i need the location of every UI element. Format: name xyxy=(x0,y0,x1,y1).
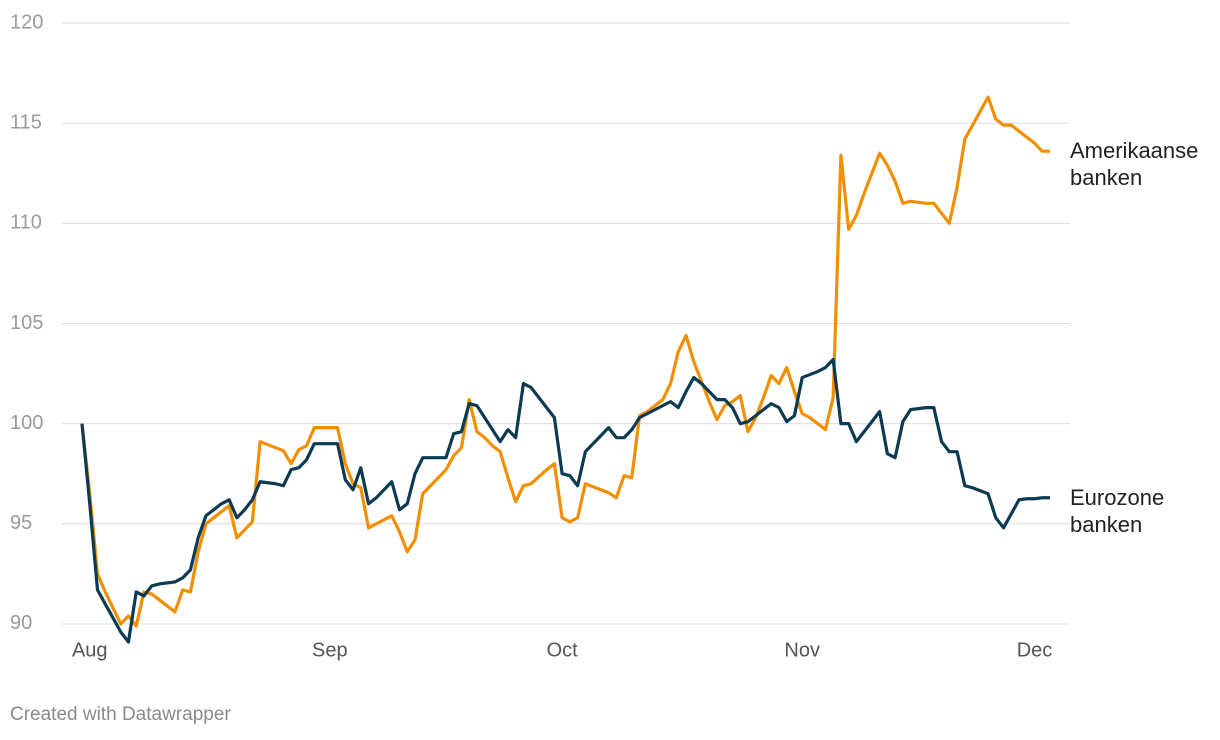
y-tick-label: 110 xyxy=(10,212,42,234)
series-label: Amerikaanse banken xyxy=(1070,138,1199,191)
y-tick-label: 100 xyxy=(10,412,43,434)
y-tick-label: 115 xyxy=(10,111,42,133)
line xyxy=(80,357,1050,644)
y-tick-label: 90 xyxy=(10,612,32,634)
x-tick-label: Oct xyxy=(547,639,579,661)
y-tick-label: 95 xyxy=(10,512,32,534)
series-label: Eurozone banken xyxy=(1070,484,1165,537)
source: Created with Datawrapper xyxy=(10,704,231,725)
line xyxy=(80,95,1050,628)
x-tick-label: Nov xyxy=(784,639,820,661)
x-tick-label: Aug xyxy=(72,639,108,661)
x-tick-label: Sep xyxy=(312,639,348,661)
y-tick-label: 105 xyxy=(10,312,43,334)
x-tick-label: Dec xyxy=(1017,639,1053,661)
y-tick-label: 120 xyxy=(10,11,43,33)
